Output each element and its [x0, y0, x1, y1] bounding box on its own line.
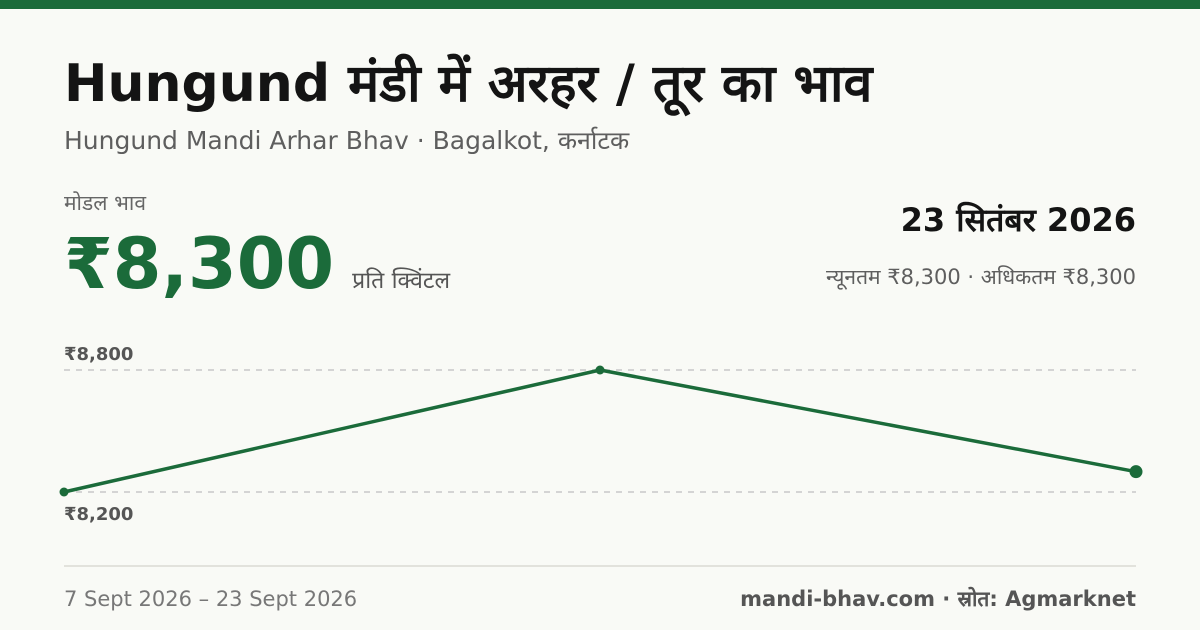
page-title: Hungund मंडी में अरहर / तूर का भाव	[64, 54, 873, 114]
y-tick-label: ₹8,800	[64, 344, 133, 365]
footer-source: mandi-bhav.com · स्रोत: Agmarknet	[740, 587, 1136, 611]
top-accent-bar	[0, 0, 1200, 9]
price-series-line	[62, 368, 1138, 494]
price-point	[59, 487, 69, 497]
modal-price-label: मोडल भाव	[64, 191, 147, 215]
page-subtitle: Hungund Mandi Arhar Bhav · Bagalkot, कर्…	[64, 126, 630, 155]
footer-date-range: 7 Sept 2026 – 23 Sept 2026	[64, 587, 358, 611]
price-date: 23 सितंबर 2026	[900, 201, 1136, 239]
modal-price-value: ₹8,300	[64, 223, 335, 305]
min-max-range: न्यूनतम ₹8,300 · अधिकतम ₹8,300	[826, 265, 1136, 289]
price-unit: प्रति क्विंटल	[352, 268, 451, 294]
y-tick-label: ₹8,200	[64, 504, 133, 525]
footer-divider	[64, 565, 1136, 567]
latest-price-point	[1129, 465, 1143, 479]
modal-price-row: ₹8,300 प्रति क्विंटल	[64, 218, 450, 310]
price-point	[595, 365, 605, 375]
